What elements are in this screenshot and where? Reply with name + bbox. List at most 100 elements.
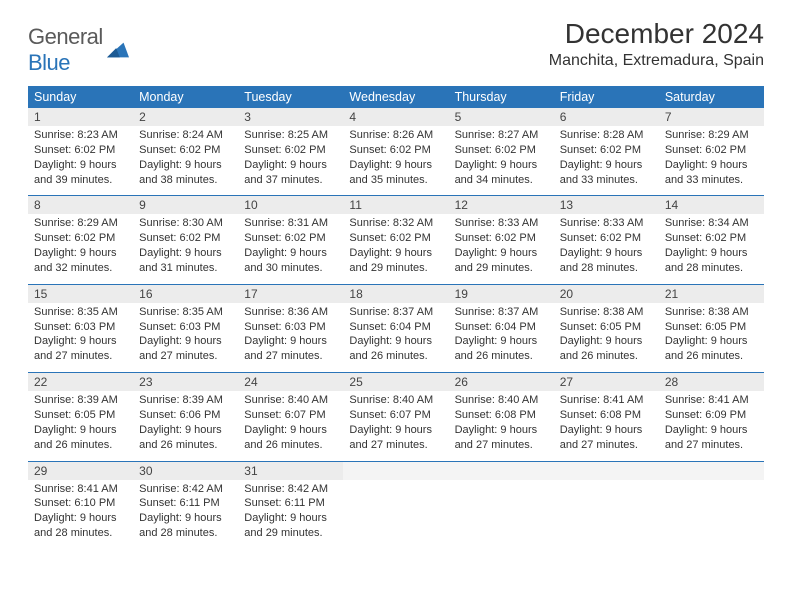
day-cell: 12Sunrise: 8:33 AMSunset: 6:02 PMDayligh… bbox=[449, 196, 554, 283]
detail-line: and 35 minutes. bbox=[349, 173, 442, 188]
day-number: 5 bbox=[449, 108, 554, 126]
detail-line: Daylight: 9 hours bbox=[139, 334, 232, 349]
day-details: Sunrise: 8:39 AMSunset: 6:06 PMDaylight:… bbox=[133, 391, 238, 452]
day-details: Sunrise: 8:42 AMSunset: 6:11 PMDaylight:… bbox=[133, 480, 238, 541]
day-details: Sunrise: 8:35 AMSunset: 6:03 PMDaylight:… bbox=[133, 303, 238, 364]
day-number: 3 bbox=[238, 108, 343, 126]
day-of-week-header: SundayMondayTuesdayWednesdayThursdayFrid… bbox=[28, 86, 764, 108]
detail-line: Sunrise: 8:39 AM bbox=[139, 393, 232, 408]
detail-line: Sunrise: 8:42 AM bbox=[139, 482, 232, 497]
detail-line: Daylight: 9 hours bbox=[349, 334, 442, 349]
detail-line: Sunrise: 8:41 AM bbox=[560, 393, 653, 408]
day-number: 16 bbox=[133, 285, 238, 303]
day-details: Sunrise: 8:42 AMSunset: 6:11 PMDaylight:… bbox=[238, 480, 343, 541]
detail-line: Daylight: 9 hours bbox=[34, 423, 127, 438]
detail-line: Daylight: 9 hours bbox=[244, 423, 337, 438]
detail-line: Sunrise: 8:38 AM bbox=[560, 305, 653, 320]
day-cell: 31Sunrise: 8:42 AMSunset: 6:11 PMDayligh… bbox=[238, 462, 343, 549]
dow-label: Tuesday bbox=[238, 86, 343, 108]
detail-line: and 39 minutes. bbox=[34, 173, 127, 188]
detail-line: and 26 minutes. bbox=[139, 438, 232, 453]
day-details: Sunrise: 8:27 AMSunset: 6:02 PMDaylight:… bbox=[449, 126, 554, 187]
day-cell: 29Sunrise: 8:41 AMSunset: 6:10 PMDayligh… bbox=[28, 462, 133, 549]
day-number: 1 bbox=[28, 108, 133, 126]
detail-line: Sunrise: 8:34 AM bbox=[665, 216, 758, 231]
day-details: Sunrise: 8:41 AMSunset: 6:09 PMDaylight:… bbox=[659, 391, 764, 452]
week-row: 15Sunrise: 8:35 AMSunset: 6:03 PMDayligh… bbox=[28, 284, 764, 372]
detail-line: Sunset: 6:03 PM bbox=[139, 320, 232, 335]
day-number: 19 bbox=[449, 285, 554, 303]
detail-line: Sunset: 6:02 PM bbox=[139, 143, 232, 158]
day-details: Sunrise: 8:30 AMSunset: 6:02 PMDaylight:… bbox=[133, 214, 238, 275]
detail-line: Sunset: 6:09 PM bbox=[665, 408, 758, 423]
day-number: 30 bbox=[133, 462, 238, 480]
detail-line: Sunrise: 8:27 AM bbox=[455, 128, 548, 143]
dow-label: Saturday bbox=[659, 86, 764, 108]
day-cell: 30Sunrise: 8:42 AMSunset: 6:11 PMDayligh… bbox=[133, 462, 238, 549]
empty-cell bbox=[659, 462, 764, 549]
detail-line: Daylight: 9 hours bbox=[455, 423, 548, 438]
detail-line: Sunrise: 8:23 AM bbox=[34, 128, 127, 143]
day-number: 22 bbox=[28, 373, 133, 391]
logo: General Blue bbox=[28, 18, 129, 76]
day-details: Sunrise: 8:37 AMSunset: 6:04 PMDaylight:… bbox=[449, 303, 554, 364]
detail-line: Daylight: 9 hours bbox=[560, 246, 653, 261]
detail-line: and 27 minutes. bbox=[349, 438, 442, 453]
day-number bbox=[659, 462, 764, 480]
day-number: 13 bbox=[554, 196, 659, 214]
detail-line: Daylight: 9 hours bbox=[665, 246, 758, 261]
day-details: Sunrise: 8:31 AMSunset: 6:02 PMDaylight:… bbox=[238, 214, 343, 275]
detail-line: Sunset: 6:06 PM bbox=[139, 408, 232, 423]
detail-line: and 28 minutes. bbox=[560, 261, 653, 276]
day-cell: 8Sunrise: 8:29 AMSunset: 6:02 PMDaylight… bbox=[28, 196, 133, 283]
detail-line: Daylight: 9 hours bbox=[455, 246, 548, 261]
detail-line: Sunrise: 8:25 AM bbox=[244, 128, 337, 143]
detail-line: Sunset: 6:07 PM bbox=[244, 408, 337, 423]
day-details: Sunrise: 8:29 AMSunset: 6:02 PMDaylight:… bbox=[28, 214, 133, 275]
detail-line: Daylight: 9 hours bbox=[244, 158, 337, 173]
day-cell: 3Sunrise: 8:25 AMSunset: 6:02 PMDaylight… bbox=[238, 108, 343, 195]
day-cell: 26Sunrise: 8:40 AMSunset: 6:08 PMDayligh… bbox=[449, 373, 554, 460]
detail-line: Sunrise: 8:24 AM bbox=[139, 128, 232, 143]
day-number: 9 bbox=[133, 196, 238, 214]
day-details: Sunrise: 8:23 AMSunset: 6:02 PMDaylight:… bbox=[28, 126, 133, 187]
logo-text-gray: General bbox=[28, 24, 103, 49]
detail-line: Daylight: 9 hours bbox=[34, 511, 127, 526]
dow-label: Monday bbox=[133, 86, 238, 108]
day-cell: 24Sunrise: 8:40 AMSunset: 6:07 PMDayligh… bbox=[238, 373, 343, 460]
detail-line: Sunset: 6:02 PM bbox=[349, 143, 442, 158]
day-details: Sunrise: 8:36 AMSunset: 6:03 PMDaylight:… bbox=[238, 303, 343, 364]
detail-line: Daylight: 9 hours bbox=[139, 158, 232, 173]
detail-line: Daylight: 9 hours bbox=[34, 246, 127, 261]
detail-line: Sunset: 6:02 PM bbox=[665, 231, 758, 246]
detail-line: Daylight: 9 hours bbox=[349, 423, 442, 438]
day-number: 14 bbox=[659, 196, 764, 214]
detail-line: Sunset: 6:10 PM bbox=[34, 496, 127, 511]
detail-line: Sunset: 6:04 PM bbox=[349, 320, 442, 335]
detail-line: and 27 minutes. bbox=[34, 349, 127, 364]
day-cell: 17Sunrise: 8:36 AMSunset: 6:03 PMDayligh… bbox=[238, 285, 343, 372]
day-cell: 10Sunrise: 8:31 AMSunset: 6:02 PMDayligh… bbox=[238, 196, 343, 283]
detail-line: Daylight: 9 hours bbox=[139, 511, 232, 526]
detail-line: Sunset: 6:05 PM bbox=[560, 320, 653, 335]
detail-line: Daylight: 9 hours bbox=[139, 423, 232, 438]
detail-line: and 26 minutes. bbox=[665, 349, 758, 364]
day-number: 27 bbox=[554, 373, 659, 391]
detail-line: Sunset: 6:08 PM bbox=[455, 408, 548, 423]
day-cell: 4Sunrise: 8:26 AMSunset: 6:02 PMDaylight… bbox=[343, 108, 448, 195]
day-number: 21 bbox=[659, 285, 764, 303]
day-number: 2 bbox=[133, 108, 238, 126]
detail-line: Sunset: 6:02 PM bbox=[349, 231, 442, 246]
day-number: 24 bbox=[238, 373, 343, 391]
detail-line: Sunset: 6:02 PM bbox=[139, 231, 232, 246]
detail-line: Sunrise: 8:39 AM bbox=[34, 393, 127, 408]
detail-line: Daylight: 9 hours bbox=[244, 334, 337, 349]
day-number: 31 bbox=[238, 462, 343, 480]
detail-line: Sunset: 6:08 PM bbox=[560, 408, 653, 423]
detail-line: Daylight: 9 hours bbox=[560, 158, 653, 173]
dow-label: Thursday bbox=[449, 86, 554, 108]
day-number: 4 bbox=[343, 108, 448, 126]
detail-line: Sunset: 6:02 PM bbox=[665, 143, 758, 158]
day-cell: 5Sunrise: 8:27 AMSunset: 6:02 PMDaylight… bbox=[449, 108, 554, 195]
day-details: Sunrise: 8:29 AMSunset: 6:02 PMDaylight:… bbox=[659, 126, 764, 187]
